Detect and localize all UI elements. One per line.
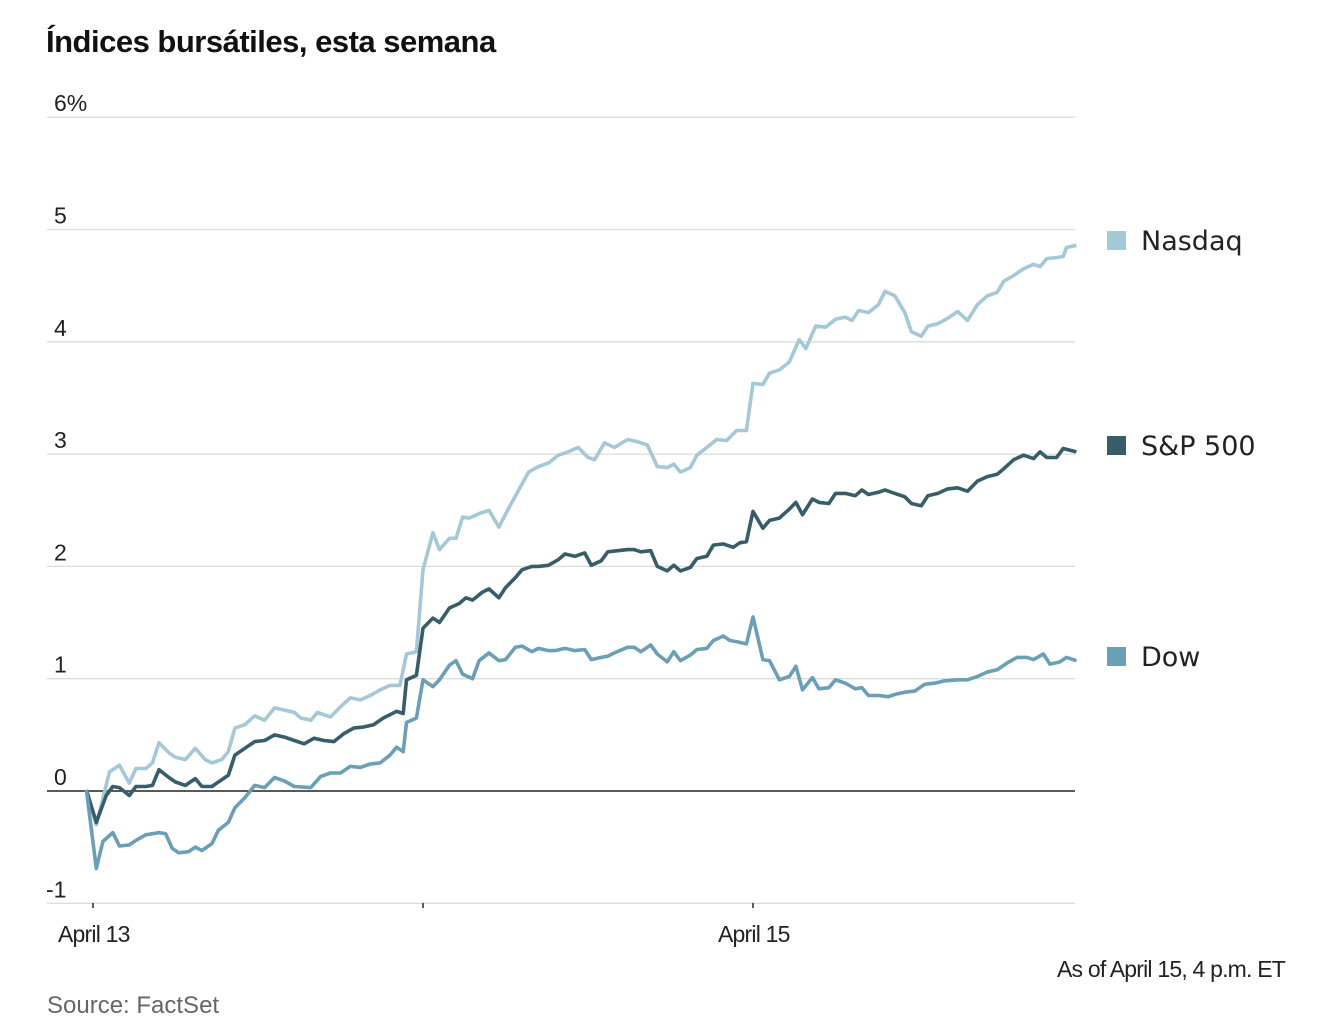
series-lines [84, 243, 1077, 871]
y-tick-label: 6% [54, 90, 87, 116]
legend-swatch-dow [1107, 647, 1126, 666]
y-tick-label: 0 [54, 764, 67, 790]
gridlines [47, 116, 1075, 904]
y-tick-label: 2 [54, 539, 67, 565]
x-tick-label: April 15 [718, 921, 790, 947]
legend-label-dow: Dow [1141, 642, 1200, 673]
y-tick-label: -1 [46, 876, 66, 902]
series-line-s-p-500 [84, 446, 1077, 825]
chart-title: Índices bursátiles, esta semana [46, 24, 496, 59]
x-axis: April 13 April 15 [58, 903, 790, 947]
timestamp-note: As of April 15, 4 p.m. ET [1057, 956, 1286, 982]
y-tick-label: 3 [54, 427, 67, 453]
series-line-dow [84, 615, 1077, 871]
y-tick-label: 4 [54, 315, 67, 341]
legend-swatch-nasdaq [1107, 231, 1126, 250]
legend-swatch-s-p-500 [1107, 436, 1126, 455]
legend: Nasdaq S&P 500 Dow [1107, 226, 1256, 673]
source-label: Source: FactSet [47, 992, 220, 1019]
y-tick-label: 1 [54, 652, 67, 678]
y-tick-label: 5 [54, 203, 67, 229]
legend-label-s-p-500: S&P 500 [1141, 431, 1256, 462]
series-line-nasdaq [84, 243, 1077, 827]
legend-label-nasdaq: Nasdaq [1141, 226, 1243, 257]
x-tick-label: April 13 [58, 921, 130, 947]
y-axis-tick-labels: 6% 5 4 3 2 1 0 -1 [46, 90, 87, 902]
